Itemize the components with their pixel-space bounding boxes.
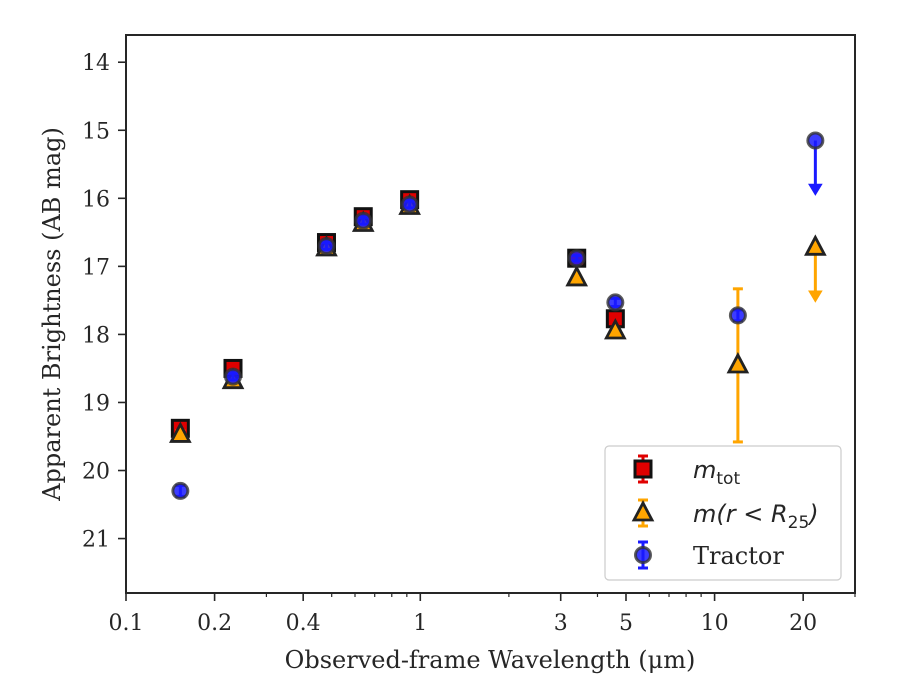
data-point — [606, 293, 625, 312]
y-axis-label: Apparent Brightness (AB mag) — [38, 127, 66, 502]
legend-label: m(r < R25) — [693, 500, 819, 533]
legend-marker — [633, 459, 653, 479]
x-tick-label: 5 — [619, 611, 633, 636]
data-point — [726, 352, 750, 374]
series-triangle — [169, 193, 827, 444]
legend-label: mtot — [693, 456, 740, 489]
legend-label: Tractor — [693, 542, 784, 570]
data-point — [171, 481, 190, 500]
x-tick-label: 10 — [701, 611, 729, 636]
data-point — [806, 131, 825, 150]
series-square — [170, 190, 625, 438]
arrow-head — [808, 290, 823, 303]
x-tick-label: 20 — [789, 611, 817, 636]
data-point — [317, 236, 336, 255]
y-tick-label: 14 — [82, 51, 110, 76]
x-axis: 0.1 0.2 0.4 1 3 5 10 20 — [109, 593, 856, 636]
data-point — [565, 264, 589, 287]
y-tick-label: 21 — [82, 528, 110, 553]
data-point — [567, 249, 586, 268]
arrow-head — [808, 183, 823, 196]
y-tick-label: 18 — [82, 323, 110, 348]
legend: mtot m(r < R25) Tractor — [604, 445, 842, 581]
x-tick-label: 3 — [554, 611, 568, 636]
data-point — [224, 367, 243, 386]
x-tick-label: 0.1 — [109, 611, 144, 636]
y-tick-label: 15 — [82, 119, 110, 144]
x-tick-label: 0.4 — [286, 611, 321, 636]
data-marks — [169, 131, 827, 500]
x-tick-label: 0.2 — [197, 611, 232, 636]
legend-frame — [604, 445, 842, 581]
data-point — [804, 234, 827, 256]
y-tick-label: 19 — [82, 391, 110, 416]
data-point — [169, 421, 192, 443]
legend-marker — [631, 500, 655, 522]
x-tick-label: 1 — [413, 611, 427, 636]
legend-marker — [634, 546, 652, 564]
y-tick-label: 16 — [82, 187, 110, 212]
data-point — [728, 306, 747, 325]
series-circle — [171, 131, 825, 500]
data-point — [354, 211, 373, 230]
y-tick-label: 20 — [82, 460, 110, 485]
y-tick-label: 17 — [82, 255, 110, 280]
data-point — [604, 318, 627, 340]
plot-frame — [125, 34, 856, 594]
y-axis: 14 15 16 17 18 19 20 21 — [82, 51, 126, 553]
data-point — [400, 195, 419, 214]
x-axis-label: Observed-frame Wavelength (μm) — [285, 646, 696, 674]
